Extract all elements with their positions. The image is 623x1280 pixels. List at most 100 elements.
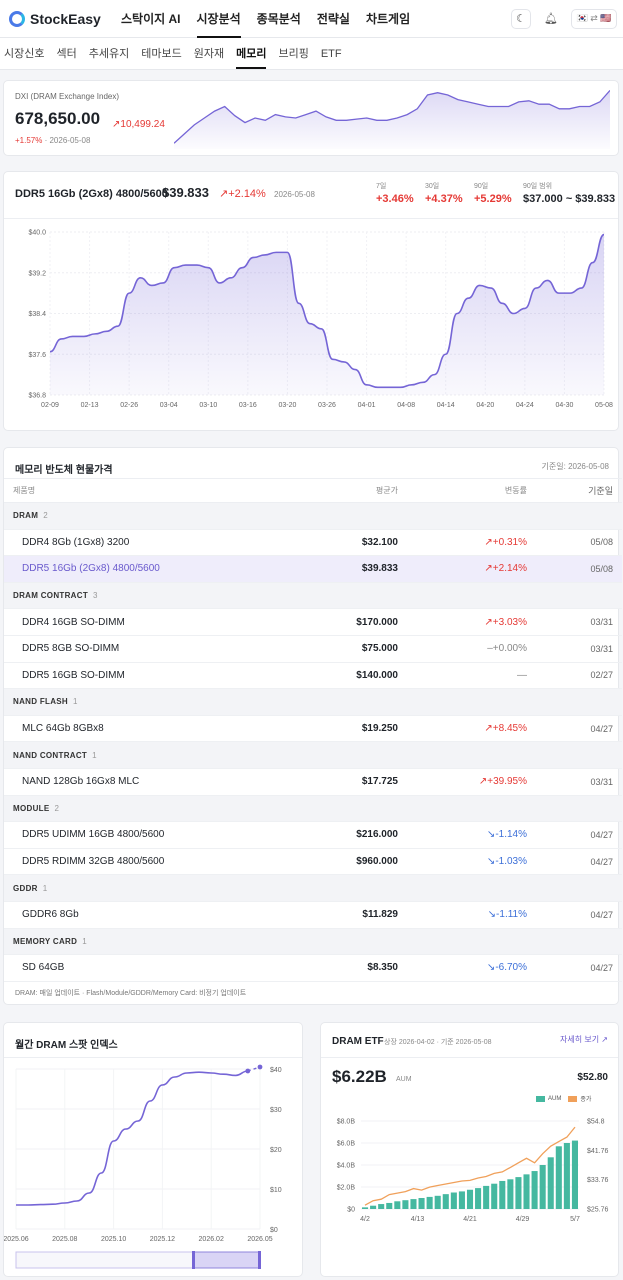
product-name: NAND 128Gb 16Gx8 MLC bbox=[22, 776, 140, 788]
aum-bar bbox=[539, 1165, 546, 1209]
table-row[interactable]: MLC 64Gb 8GBx8 $19.250 ↗+8.45% 04/27 bbox=[4, 715, 622, 743]
spot-price-card: 메모리 반도체 현물가격 기준일: 2026-05-08 제품명 평균가 변동률… bbox=[3, 447, 622, 1005]
global-nav: 스탁이지 AI 시장분석 종목분석 전략실 차트게임 bbox=[113, 0, 418, 38]
aum-bar bbox=[378, 1204, 385, 1209]
price-line bbox=[49, 233, 605, 389]
dxi-sparkline bbox=[174, 89, 610, 149]
logo[interactable]: StockEasy bbox=[9, 10, 105, 27]
group-row: MEMORY CARD 1 bbox=[4, 928, 622, 956]
product-name: DDR4 16GB SO-DIMM bbox=[22, 616, 125, 628]
col-date: 기준일 bbox=[527, 478, 622, 503]
x-tick-label: 5/7 bbox=[570, 1216, 580, 1223]
change-value: +3.03% bbox=[492, 616, 527, 628]
etf-detail-link[interactable]: 자세히 보기 ↗ bbox=[560, 1035, 608, 1044]
tab-sector[interactable]: 섹터 bbox=[56, 48, 77, 60]
moon-icon[interactable]: ☾ bbox=[511, 8, 531, 29]
tab-theme[interactable]: 테마보드 bbox=[141, 48, 182, 60]
x-tick-label: 04-24 bbox=[516, 402, 534, 409]
change-rate: ↘-1.11% bbox=[402, 901, 527, 929]
language-toggle[interactable]: 🇰🇷 ⇄ 🇺🇸 bbox=[571, 8, 617, 29]
tab-etf[interactable]: ETF bbox=[320, 48, 342, 60]
change-value: +2.14% bbox=[492, 563, 527, 575]
stat-label-90d: 90일 bbox=[474, 183, 489, 190]
y-tick-label: $38.4 bbox=[28, 311, 46, 318]
ddr5-date: 2026-05-08 bbox=[274, 190, 315, 199]
x-tick-label: 03-10 bbox=[199, 402, 217, 409]
tab-memory[interactable]: 메모리 bbox=[230, 38, 272, 69]
aum-bar bbox=[475, 1188, 482, 1209]
x-tick-label: 04-08 bbox=[397, 402, 415, 409]
y-tick-label-left: $0 bbox=[347, 1207, 355, 1214]
nav-market[interactable]: 시장분석 bbox=[189, 0, 249, 38]
etf-card: DRAM ETF 상장 2026-04-02 · 기준 2026-05-08 자… bbox=[320, 1022, 619, 1277]
x-tick-label: 2025.08 bbox=[52, 1236, 77, 1243]
tab-trend[interactable]: 추세유지 bbox=[88, 48, 130, 60]
nav-chartgame[interactable]: 차트게임 bbox=[365, 11, 411, 26]
ddr5-price: $39.833 bbox=[162, 185, 209, 200]
monthly-index-card: 월간 DRAM 스팟 인덱스 $40 $30 $20 $10 $0 2025.06 2025… bbox=[3, 1022, 303, 1277]
avg-price: $17.725 bbox=[222, 768, 402, 796]
aum-bar bbox=[523, 1174, 530, 1209]
etf-price: $52.80 bbox=[577, 1072, 608, 1083]
stat-value-7d: +3.46% bbox=[376, 193, 414, 205]
range-slider-selection[interactable] bbox=[193, 1251, 261, 1269]
range-slider-handle-right[interactable] bbox=[258, 1251, 261, 1269]
table-row[interactable]: GDDR6 8Gb $11.829 ↘-1.11% 04/27 bbox=[4, 901, 622, 929]
group-row: DRAM CONTRACT 3 bbox=[4, 582, 622, 610]
ddr5-price-chart[interactable]: $40.0 $39.2 $38.4 $37.6 $36.8 02-09 02-13 02-26… bbox=[4, 220, 618, 430]
x-tick-label: 03-26 bbox=[318, 402, 336, 409]
x-tick-label: 04-01 bbox=[358, 402, 376, 409]
stat-value-90d: +5.29% bbox=[474, 193, 512, 205]
monthly-index-chart[interactable]: $40 $30 $20 $10 $0 2025.06 2025.08 2025.10 2025.… bbox=[4, 1059, 302, 1275]
x-tick-label: 05-08 bbox=[595, 402, 613, 409]
dxi-change: +1.57% · 2026-05-08 bbox=[15, 136, 90, 145]
table-row[interactable]: DDR4 8Gb (1Gx8) 3200 $32.100 ↗+0.31% 05/… bbox=[4, 529, 622, 557]
y-tick-label: $20 bbox=[270, 1147, 282, 1154]
stat-label-30d: 30일 bbox=[425, 183, 440, 190]
nav-ai[interactable]: 스탁이지 AI bbox=[121, 11, 181, 26]
change-rate: ↗+0.31% bbox=[402, 529, 527, 557]
x-tick-label: 04-30 bbox=[555, 402, 573, 409]
table-row[interactable]: DDR5 RDIMM 32GB 4800/5600 $960.000 ↘-1.0… bbox=[4, 848, 622, 876]
x-tick-label: 04-20 bbox=[476, 402, 494, 409]
index-point bbox=[257, 1064, 263, 1070]
aum-bar bbox=[515, 1177, 522, 1209]
group-count: 1 bbox=[73, 697, 78, 707]
table-row[interactable]: DDR4 16GB SO-DIMM $170.000 ↗+3.03% 03/31 bbox=[4, 608, 622, 636]
tab-commodity[interactable]: 원자재 bbox=[193, 48, 225, 60]
etf-chart[interactable]: $8.0B $6.0B $4.0B $2.0B $0 $54.8 $41.76 $33.76 $… bbox=[321, 1111, 618, 1276]
group-name: GDDR bbox=[13, 883, 38, 893]
y-tick-label-right: $41.76 bbox=[587, 1148, 609, 1155]
bell-icon[interactable]: 🔔︎ bbox=[541, 8, 561, 29]
table-row[interactable]: DDR5 16Gb (2Gx8) 4800/5600 $39.833 ↗+2.1… bbox=[4, 555, 622, 583]
range-slider-handle-left[interactable] bbox=[192, 1251, 195, 1269]
table-row[interactable]: DDR5 16GB SO-DIMM $140.000 — 02/27 bbox=[4, 662, 622, 690]
x-tick-label: 03-16 bbox=[239, 402, 257, 409]
aum-bar bbox=[483, 1185, 490, 1209]
brand-name: StockEasy bbox=[30, 10, 101, 27]
base-date: 03/31 bbox=[527, 768, 622, 796]
x-tick-label: 2026.05 bbox=[247, 1236, 272, 1243]
spot-price-table: 제품명 평균가 변동률 기준일 DRAM 2 DDR4 8Gb (1Gx8) 320… bbox=[4, 478, 622, 982]
ddr5-change-value: +2.14% bbox=[228, 188, 266, 200]
nav-stock[interactable]: 종목분석 bbox=[256, 11, 301, 26]
product-name: MLC 64Gb 8GBx8 bbox=[22, 723, 104, 735]
tab-briefing[interactable]: 브리핑 bbox=[278, 48, 309, 60]
change-rate: ↗+3.03% bbox=[402, 608, 527, 636]
monthly-title: 월간 DRAM 스팟 인덱스 bbox=[15, 1040, 118, 1051]
x-tick-label: 04-14 bbox=[437, 402, 455, 409]
tab-signal[interactable]: 시장신호 bbox=[4, 48, 45, 60]
change-rate: ↘-1.14% bbox=[402, 821, 527, 849]
group-row: GDDR 1 bbox=[4, 874, 622, 902]
y-tick-label-right: $25.76 bbox=[587, 1207, 609, 1214]
aum-bar bbox=[491, 1183, 498, 1209]
nav-strategy[interactable]: 전략실 bbox=[316, 11, 350, 26]
col-change: 변동률 bbox=[402, 478, 527, 503]
table-row[interactable]: SD 64GB $8.350 ↘-6.70% 04/27 bbox=[4, 954, 622, 982]
change-value: +8.45% bbox=[492, 723, 527, 735]
table-row[interactable]: NAND 128Gb 16Gx8 MLC $17.725 ↗+39.95% 03… bbox=[4, 768, 622, 796]
table-row[interactable]: DDR5 8GB SO-DIMM $75.000 –+0.00% 03/31 bbox=[4, 635, 622, 663]
table-row[interactable]: DDR5 UDIMM 16GB 4800/5600 $216.000 ↘-1.1… bbox=[4, 821, 622, 849]
group-count: 2 bbox=[54, 803, 60, 813]
base-date: 05/08 bbox=[527, 555, 622, 583]
